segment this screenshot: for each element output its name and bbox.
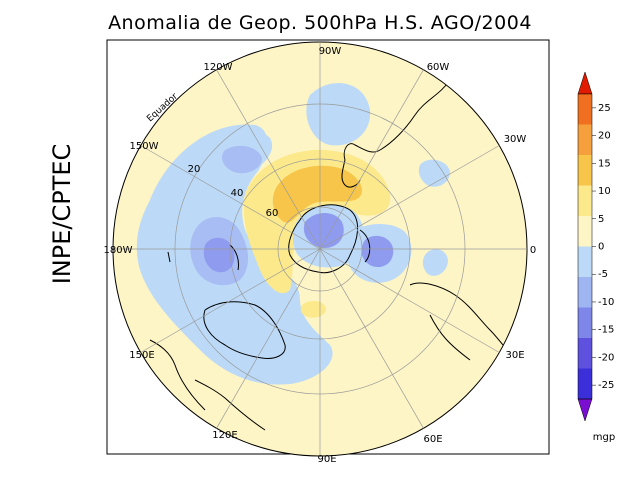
lon-label-150w: 150W	[130, 141, 159, 152]
lon-label-30e: 30E	[505, 350, 524, 361]
lon-label-90w: 90W	[319, 46, 342, 57]
lat-label-40: 40	[231, 188, 244, 199]
colorbar-tick-label: 20	[598, 131, 611, 142]
colorbar-tick-label: 15	[598, 158, 611, 169]
colorbar-tick-label: 0	[598, 242, 604, 253]
map-title: Anomalia de Geop. 500hPa H.S. AGO/2004	[108, 12, 532, 34]
colorbar: 25 20 15 10 5 0 -5 -10 -15 -20 -25	[577, 71, 614, 422]
lon-label-180w: 180W	[104, 245, 133, 256]
lon-label-120e: 120E	[212, 430, 237, 441]
colorbar-tick-label: -20	[598, 352, 614, 363]
coastlines	[149, 79, 521, 431]
meridian-line	[140, 145, 321, 250]
lat-label-60: 60	[266, 208, 279, 219]
meridians	[113, 42, 527, 456]
meridian-line	[216, 69, 321, 250]
colorbar-segment	[578, 185, 592, 217]
lon-label-60e: 60E	[423, 434, 442, 445]
graticule	[112, 41, 528, 457]
colorbar-segment	[578, 216, 592, 247]
colorbar-segment	[578, 338, 592, 369]
colorbar-segment	[578, 94, 592, 125]
colorbar-tick-label: -10	[598, 297, 614, 308]
colorbar-segment	[578, 307, 592, 339]
meridian-line	[319, 145, 500, 250]
lon-label-90e: 90E	[317, 454, 336, 465]
colorbar-segment	[578, 368, 592, 400]
positive-anomaly-center-core	[272, 165, 363, 223]
lon-label-150e: 150E	[129, 350, 154, 361]
colorbar-tick-label: 25	[598, 103, 611, 114]
lon-label-30w: 30W	[504, 134, 527, 145]
negative-anomaly-far-east	[422, 249, 448, 276]
meridian-line	[319, 248, 424, 429]
colorbar-arrow-top	[577, 71, 593, 95]
negative-anomaly-ne	[418, 159, 450, 187]
meridian-line	[319, 69, 424, 250]
colorbar-tick-label: -5	[598, 269, 608, 280]
colorbar-segment	[578, 277, 592, 308]
negative-anomaly-nw-core	[221, 145, 262, 174]
colorbar-tick-label: -25	[598, 380, 614, 391]
colorbar-segment	[578, 246, 592, 278]
colorbar-tick-label: -15	[598, 325, 614, 336]
colorbar-segment	[578, 124, 592, 156]
colorbar-segment	[578, 155, 592, 186]
colorbar-tick-label: 10	[598, 186, 611, 197]
negative-anomaly-pole-core	[303, 213, 344, 248]
lon-label-120w: 120W	[204, 62, 233, 73]
negative-anomaly-west-strong	[203, 237, 235, 273]
colorbar-arrow-bottom	[577, 398, 593, 422]
meridian-line	[216, 248, 321, 429]
longitude-labels: 90W 120W 60W 150W 30W 180W 0 150E 30E 12…	[104, 46, 537, 465]
lat-label-20: 20	[188, 164, 201, 175]
colorbar-tick-label: 5	[598, 214, 604, 225]
negative-anomaly-north	[306, 83, 371, 146]
meridian-line	[140, 248, 321, 353]
lon-label-0: 0	[530, 245, 536, 256]
lon-label-60w: 60W	[427, 62, 450, 73]
colorbar-unit: mgp	[593, 432, 615, 443]
meridian-line	[319, 248, 500, 353]
